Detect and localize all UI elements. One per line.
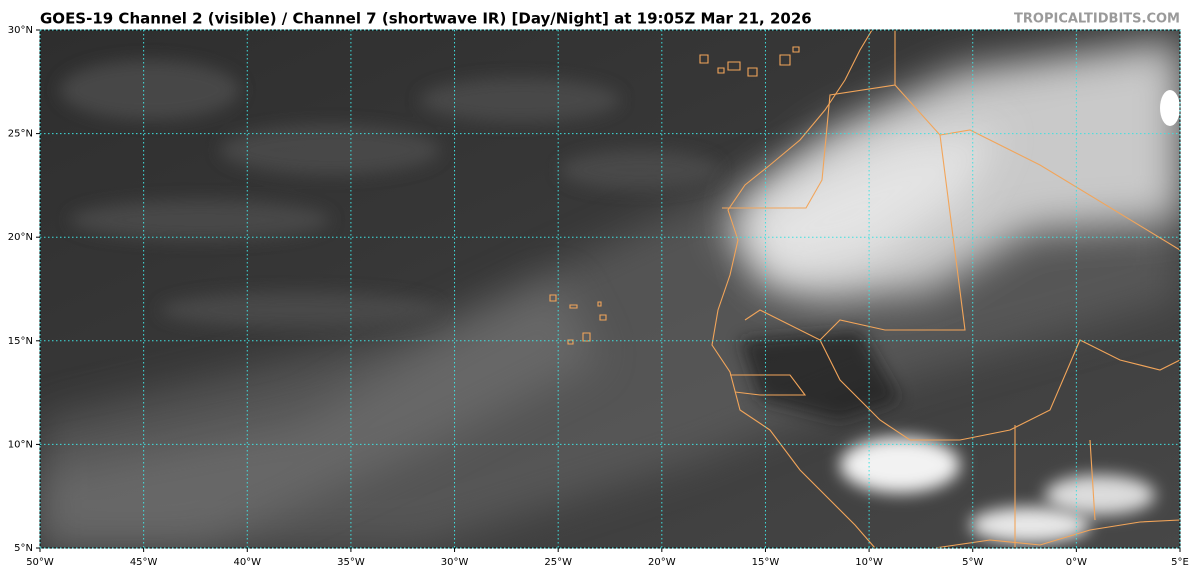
x-tick-label: 50°W bbox=[26, 557, 54, 568]
y-tick-label: 5°N bbox=[14, 543, 33, 554]
x-tick-label: 5°W bbox=[962, 557, 983, 568]
y-tick-label: 10°N bbox=[8, 439, 33, 450]
y-tick-label: 30°N bbox=[8, 25, 33, 36]
x-tick-label: 30°W bbox=[441, 557, 469, 568]
x-tick-label: 0°W bbox=[1066, 557, 1087, 568]
x-tick-label: 35°W bbox=[337, 557, 365, 568]
y-tick-label: 15°N bbox=[8, 336, 33, 347]
y-tick-label: 25°N bbox=[8, 129, 33, 140]
credit: TROPICALTIDBITS.COM bbox=[1014, 12, 1180, 27]
x-tick-label: 15°W bbox=[752, 557, 780, 568]
x-tick-label: 40°W bbox=[233, 557, 261, 568]
x-tick-label: 10°W bbox=[855, 557, 883, 568]
x-tick-label: 20°W bbox=[648, 557, 676, 568]
x-tick-label: 45°W bbox=[130, 557, 158, 568]
satellite-imagery bbox=[40, 30, 1180, 548]
y-tick-label: 20°N bbox=[8, 232, 33, 243]
x-tick-label: 25°W bbox=[544, 557, 572, 568]
x-tick-label: 5°E bbox=[1171, 557, 1189, 568]
title: GOES-19 Channel 2 (visible) / Channel 7 … bbox=[40, 10, 812, 28]
plot-frame bbox=[39, 29, 1181, 549]
